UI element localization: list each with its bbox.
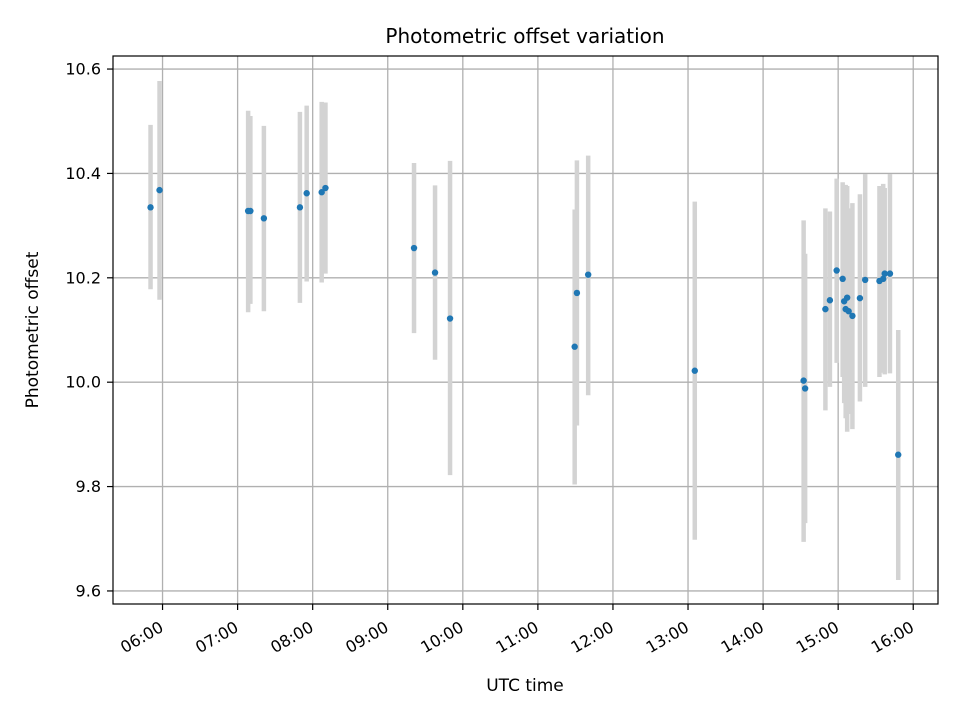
data-point [849,312,856,320]
data-point [573,289,581,297]
data-point [431,269,439,276]
data-point [260,215,268,222]
y-tick-label: 9.8 [76,477,101,496]
y-tick-label: 10.4 [65,164,101,183]
y-tick-label: 9.6 [76,581,101,600]
data-point [826,297,834,304]
data-point [322,184,329,192]
data-point [446,315,454,322]
data-point [156,186,163,194]
data-point [410,244,418,252]
plot-frame [112,55,939,605]
data-point [861,276,869,284]
y-tick-label: 10.6 [65,60,101,79]
data-point [571,343,578,350]
data-point [881,270,888,277]
chart-title: Photometric offset variation [385,24,664,48]
y-axis-title: Photometric offset [23,251,43,408]
y-tick-label: 10.0 [65,373,101,392]
grid [113,56,938,604]
data-point [839,275,846,283]
x-axis-title: UTC time [486,676,564,696]
data-point [800,377,807,384]
data-point [833,267,840,274]
data-point [147,204,154,211]
y-axis: 9.6 9.8 10.0 10.2 10.4 10.6 [65,60,113,600]
data-point [296,204,304,211]
data-point [691,367,698,374]
data-points [147,184,902,458]
y-tick-label: 10.2 [65,268,101,287]
data-point [845,308,852,315]
data-point [801,385,809,392]
data-point [303,190,310,197]
data-point [584,271,592,278]
data-point [247,207,254,215]
data-point [856,294,864,302]
data-point [822,305,829,313]
data-point [886,270,894,277]
data-point [318,189,325,196]
data-point [880,275,887,283]
data-point [895,451,902,458]
data-point [843,294,851,301]
